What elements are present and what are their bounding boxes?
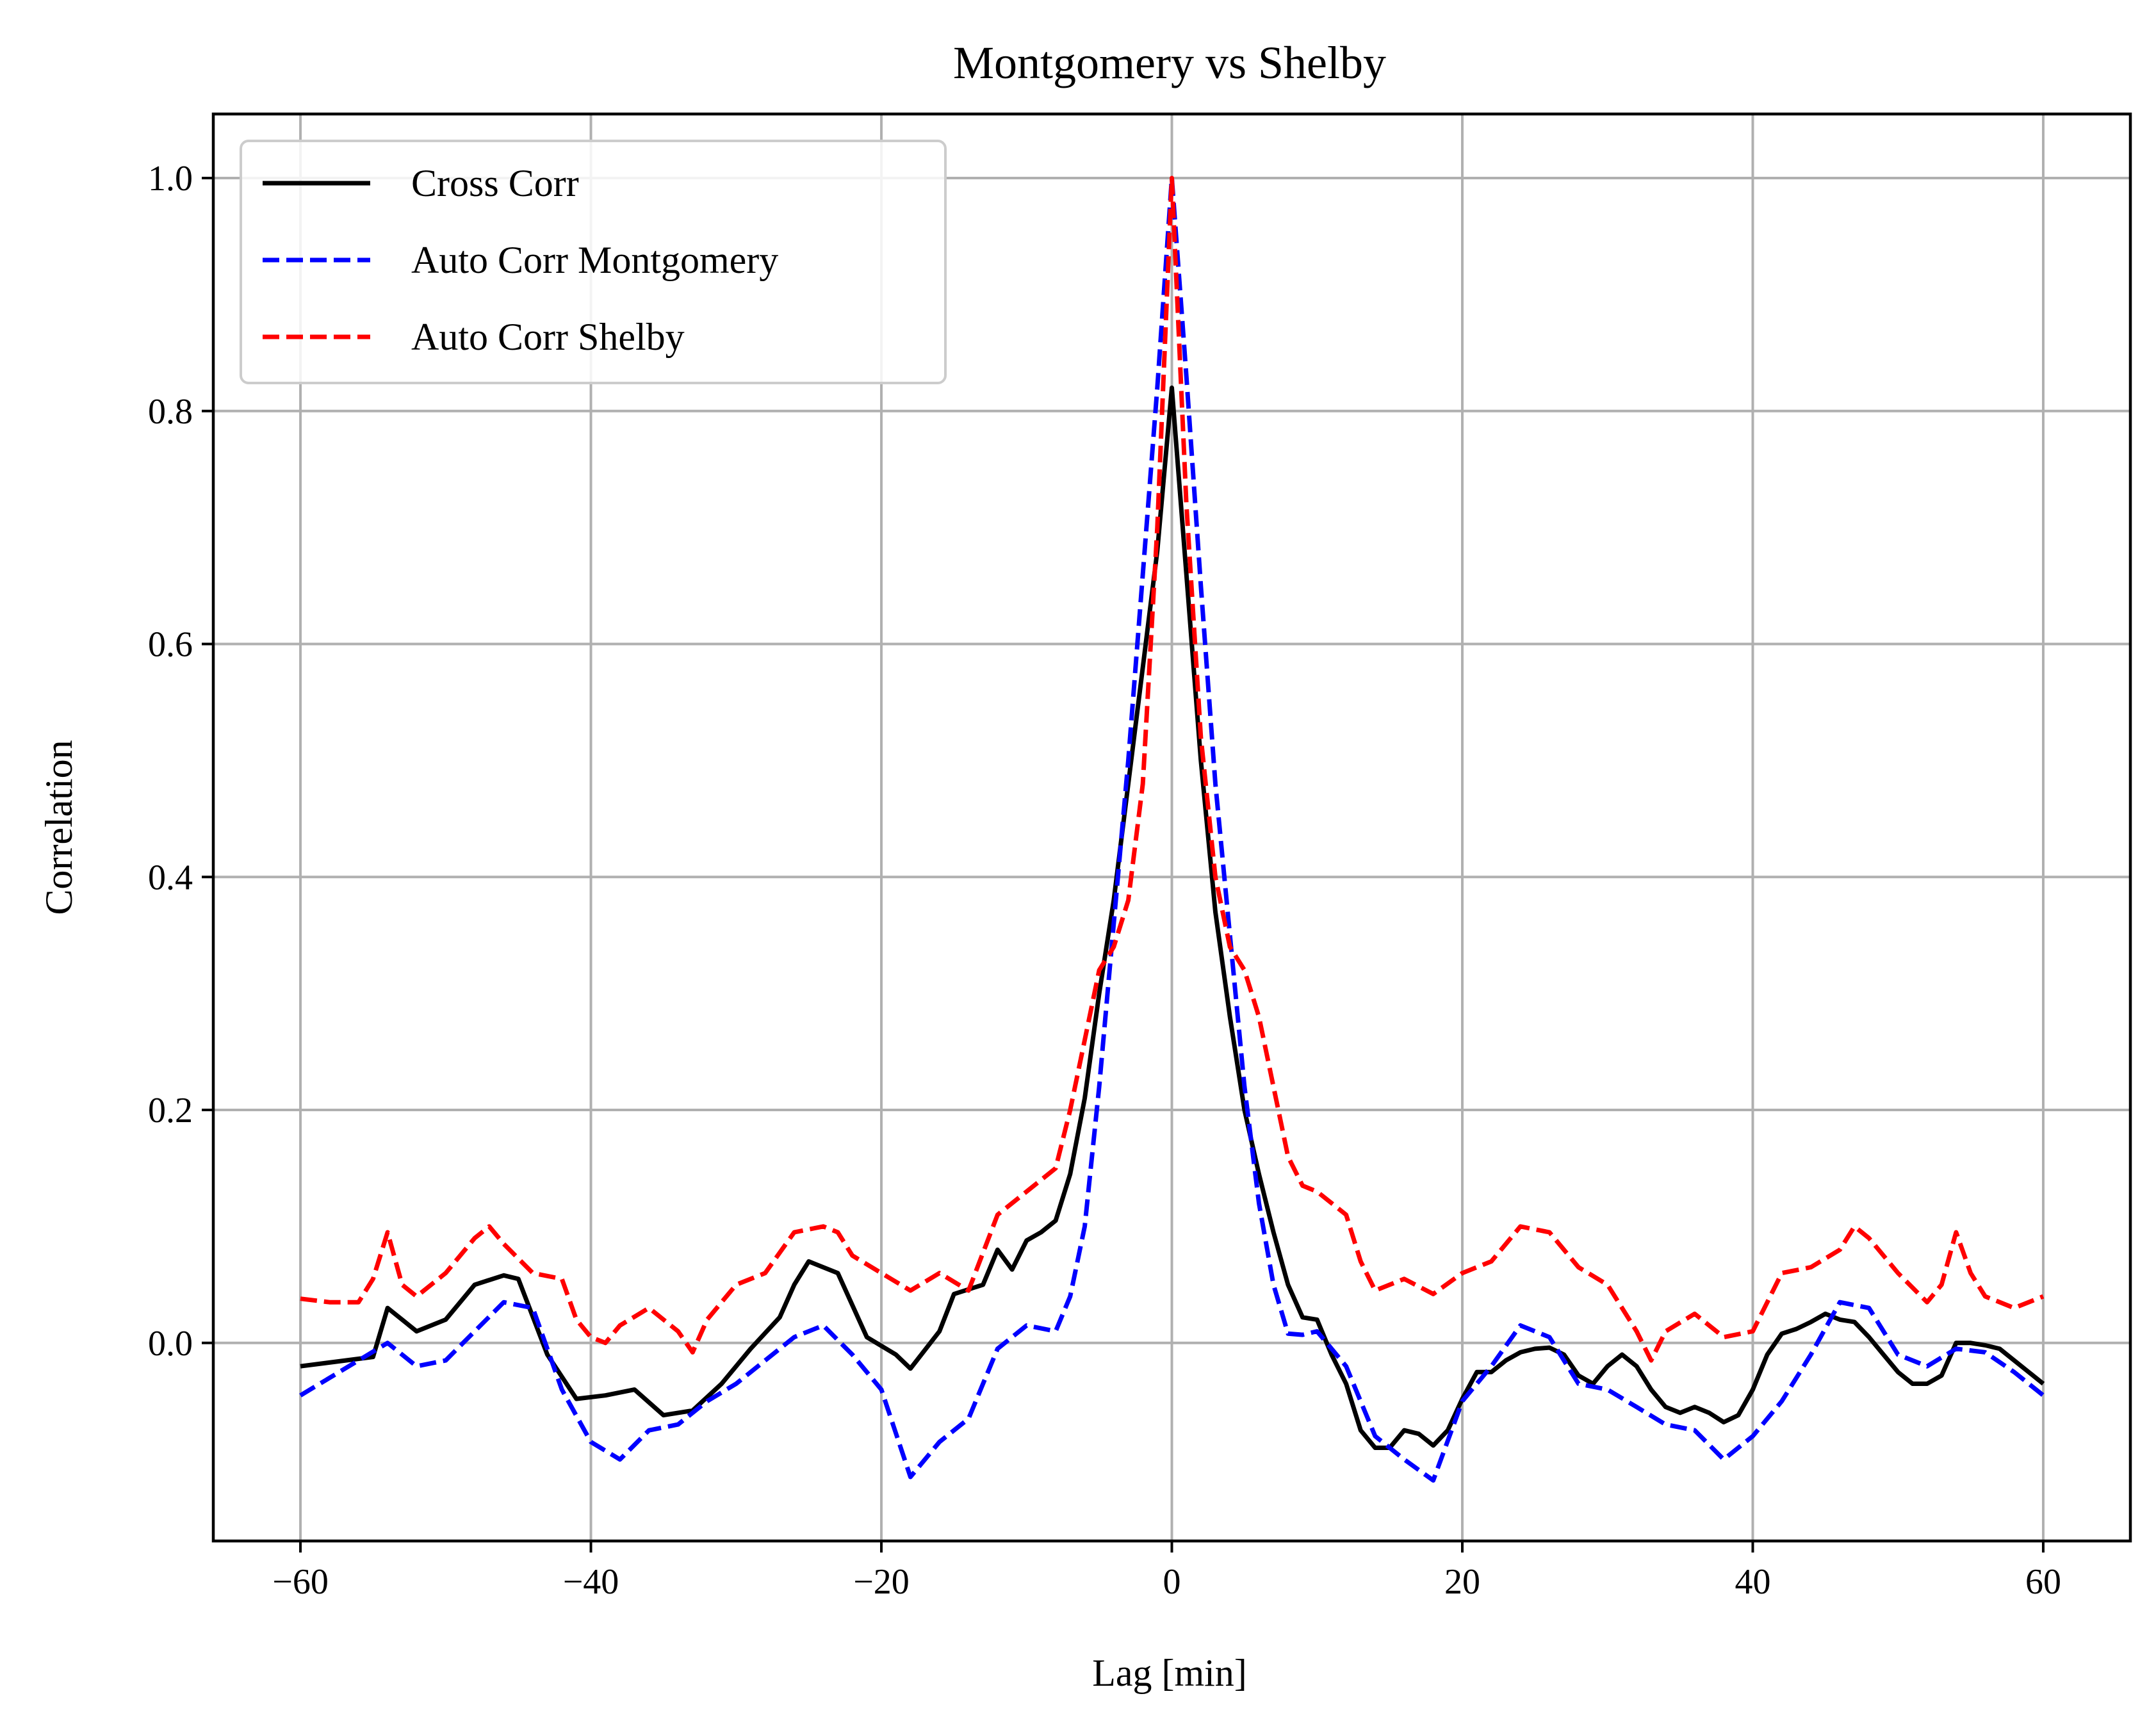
- x-axis-title: Lag [min]: [1092, 1652, 1247, 1694]
- y-tick-label: 1.0: [148, 159, 193, 199]
- y-tick-label: 0.6: [148, 625, 193, 665]
- series-line-cross-corr: [300, 385, 2045, 1450]
- y-axis-title: Correlation: [38, 740, 80, 915]
- x-tick-label: 60: [2025, 1562, 2061, 1602]
- x-tick-label: 0: [1163, 1562, 1181, 1602]
- y-tick-label: 0.8: [148, 392, 193, 432]
- y-tick-label: 0.0: [148, 1324, 193, 1364]
- x-tick-label: 40: [1735, 1562, 1770, 1602]
- series-line-auto-corr-shelby: [300, 175, 2045, 1363]
- y-tick-label: 0.4: [148, 858, 193, 897]
- chart-title: Montgomery vs Shelby: [953, 37, 1386, 88]
- legend-label: Cross Corr: [411, 162, 579, 204]
- legend-label: Auto Corr Montgomery: [411, 239, 778, 281]
- x-tick-label: 20: [1444, 1562, 1480, 1602]
- legend-box: [240, 140, 947, 384]
- series-layer: [299, 175, 2045, 1483]
- x-tick-label: −20: [853, 1562, 910, 1602]
- series-line-auto-corr-montgomery: [299, 175, 2045, 1483]
- legend-label: Auto Corr Shelby: [411, 316, 685, 358]
- ticks: −60 −40 −20 0 20 40 60 0.0 0.2 0.4 0.6 0.8 1.0: [148, 159, 2061, 1602]
- x-tick-label: −40: [563, 1562, 619, 1602]
- legend: Cross Corr Auto Corr Montgomery Auto Corr …: [240, 140, 947, 384]
- x-tick-label: −60: [272, 1562, 329, 1602]
- y-tick-label: 0.2: [148, 1091, 193, 1130]
